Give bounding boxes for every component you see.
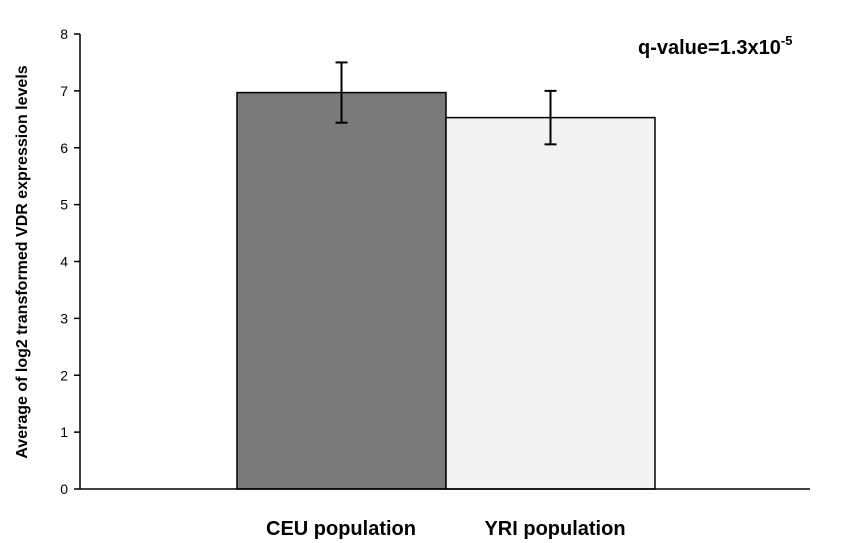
y-tick-label: 3 bbox=[60, 310, 68, 326]
x-category-label: CEU population bbox=[266, 518, 416, 540]
bar bbox=[237, 93, 446, 489]
q-value-base: q-value=1.3x10 bbox=[638, 37, 781, 59]
bars bbox=[237, 93, 655, 489]
y-tick-label: 5 bbox=[60, 197, 68, 213]
y-axis-ticks: 0 1 2 3 4 5 6 7 8 bbox=[60, 26, 80, 497]
x-axis-labels: CEU population YRI population bbox=[266, 518, 626, 540]
bar bbox=[446, 118, 655, 489]
y-tick-label: 1 bbox=[60, 424, 68, 440]
y-tick-label: 2 bbox=[60, 367, 68, 383]
q-value-exponent: -5 bbox=[781, 33, 793, 48]
q-value-annotation: q-value=1.3x10-5 bbox=[638, 33, 792, 59]
x-category-label: YRI population bbox=[484, 518, 625, 540]
y-axis-title: Average of log2 transformed VDR expressi… bbox=[14, 65, 31, 458]
y-tick-label: 4 bbox=[60, 254, 68, 270]
y-tick-label: 7 bbox=[60, 83, 68, 99]
y-tick-label: 6 bbox=[60, 140, 68, 156]
y-tick-label: 8 bbox=[60, 26, 68, 42]
y-tick-label: 0 bbox=[60, 481, 68, 497]
